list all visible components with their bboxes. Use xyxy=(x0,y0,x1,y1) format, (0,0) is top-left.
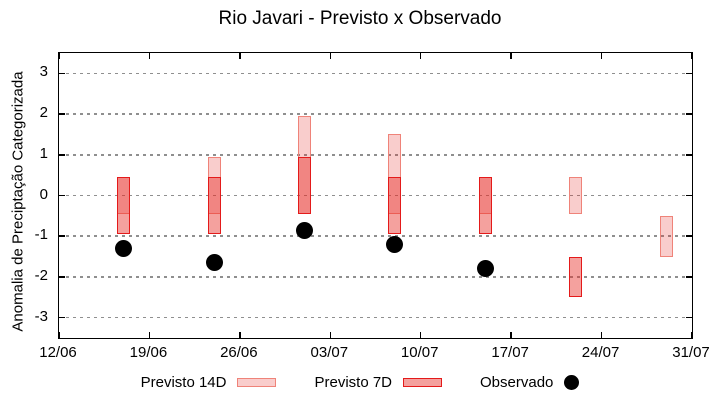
x-tick-mark-top xyxy=(600,53,603,59)
y-tick-mark-right xyxy=(686,113,692,115)
y-tick-mark-left xyxy=(59,194,65,197)
y-tick-label-0: 0 xyxy=(39,185,48,203)
y-tick-mark-left xyxy=(59,276,65,278)
x-tick-label-17/07: 17/07 xyxy=(491,344,529,361)
legend-swatch-14d-box-icon xyxy=(237,378,277,387)
forecast-7d-box-22/07 xyxy=(569,256,583,298)
legend: Previsto 14D Previsto 7D Observado xyxy=(0,374,720,391)
gridline-y-0 xyxy=(59,194,692,197)
y-tick-mark-right xyxy=(686,276,692,278)
plot-area xyxy=(58,52,693,339)
observed-dot-01/07 xyxy=(295,221,313,239)
legend-item-observado: Observado xyxy=(480,374,580,391)
forecast-7d-box-17/06 xyxy=(117,177,131,235)
observed-dot-15/07 xyxy=(476,260,494,278)
x-tick-label-24/07: 24/07 xyxy=(581,344,620,361)
y-tick-label--1: -1 xyxy=(34,226,48,244)
y-tick-label-3: 3 xyxy=(39,63,48,81)
legend-label-previsto-7d: Previsto 7D xyxy=(314,374,393,391)
x-tick-label-12/06: 12/06 xyxy=(39,344,77,361)
y-tick-mark-left xyxy=(59,235,65,237)
gridline-y-2 xyxy=(59,113,692,115)
legend-label-previsto-14d: Previsto 14D xyxy=(140,374,227,391)
y-tick-mark-right xyxy=(686,235,692,237)
x-tick-mark-bottom xyxy=(329,332,332,338)
forecast-14d-box-22/07 xyxy=(569,177,583,214)
y-tick-mark-left xyxy=(59,113,65,115)
legend-label-observado: Observado xyxy=(480,374,554,391)
x-tick-mark-bottom xyxy=(600,332,603,338)
x-tick-mark-top xyxy=(58,53,60,59)
x-tick-label-19/06: 19/06 xyxy=(129,344,168,361)
x-tick-mark-bottom xyxy=(58,332,60,338)
y-tick-label--3: -3 xyxy=(34,307,48,325)
legend-swatch-7d-box-icon xyxy=(403,378,443,387)
forecast-7d-box-08/07 xyxy=(388,177,402,235)
x-tick-mark-bottom xyxy=(239,332,241,338)
gridline-y--2 xyxy=(59,276,692,278)
x-tick-mark-bottom xyxy=(510,332,512,338)
x-tick-label-26/06: 26/06 xyxy=(220,344,258,361)
y-tick-label--2: -2 xyxy=(34,266,48,284)
y-tick-mark-right xyxy=(686,316,692,319)
forecast-7d-box-01/07 xyxy=(297,156,311,214)
x-tick-label-31/07: 31/07 xyxy=(672,344,710,361)
legend-swatch-observed-dot-icon xyxy=(564,375,580,390)
y-tick-label-1: 1 xyxy=(39,144,48,162)
forecast-7d-box-15/07 xyxy=(478,177,492,235)
x-tick-mark-top xyxy=(510,53,512,59)
observed-dot-17/06 xyxy=(115,239,133,257)
gridline-y--1 xyxy=(59,235,692,237)
x-tick-mark-bottom xyxy=(691,332,693,338)
y-tick-mark-left xyxy=(59,316,65,319)
chart-title: Rio Javari - Previsto x Observado xyxy=(218,8,502,29)
y-tick-label-2: 2 xyxy=(39,104,48,122)
legend-item-previsto-7d: Previsto 7D xyxy=(314,374,443,391)
forecast-7d-box-24/06 xyxy=(207,177,221,235)
x-tick-mark-top xyxy=(419,53,422,59)
x-tick-mark-top xyxy=(239,53,241,59)
x-tick-mark-top xyxy=(148,53,151,59)
observed-dot-24/06 xyxy=(205,254,223,272)
gridline-y-1 xyxy=(59,154,692,156)
y-tick-mark-left xyxy=(59,72,65,75)
x-tick-mark-top xyxy=(329,53,332,59)
x-tick-mark-bottom xyxy=(419,332,422,338)
x-tick-label-10/07: 10/07 xyxy=(400,344,439,361)
gridline-y-3 xyxy=(59,72,692,75)
x-tick-mark-top xyxy=(691,53,693,59)
y-tick-mark-right xyxy=(686,154,692,156)
legend-item-previsto-14d: Previsto 14D xyxy=(141,374,277,391)
x-tick-mark-bottom xyxy=(148,332,151,338)
y-tick-mark-right xyxy=(686,194,692,197)
forecast-14d-box-08/07 xyxy=(388,134,402,214)
y-tick-mark-right xyxy=(686,72,692,75)
gridline-y--3 xyxy=(59,316,692,319)
y-tick-mark-left xyxy=(59,154,65,156)
forecast-14d-box-29/07 xyxy=(659,215,673,257)
observed-dot-08/07 xyxy=(386,235,404,253)
x-tick-label-03/07: 03/07 xyxy=(310,344,349,361)
